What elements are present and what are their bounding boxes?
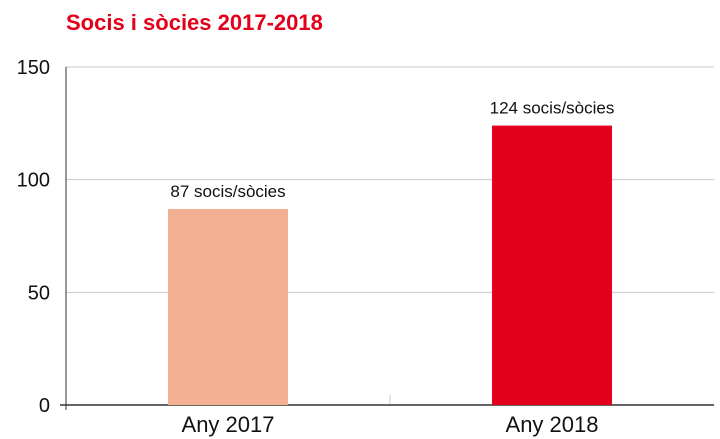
x-category-label: Any 2018 (506, 412, 599, 437)
chart-title: Socis i sòcies 2017-2018 (66, 10, 323, 35)
data-labels: 87 socis/sòcies 124 socis/sòcies (170, 99, 614, 201)
y-tick-label: 50 (28, 282, 50, 304)
y-tick-label: 100 (17, 170, 50, 192)
bar-data-label: 124 socis/sòcies (490, 99, 615, 118)
bars (168, 125, 612, 405)
y-tick-label: 0 (39, 395, 50, 417)
grid-lines (66, 66, 714, 405)
bar (168, 208, 288, 405)
category-labels: Any 2017 Any 2018 (182, 412, 599, 437)
y-tick-label: 150 (17, 57, 50, 79)
x-category-label: Any 2017 (182, 412, 275, 437)
bar (492, 125, 612, 405)
y-axis-ticks: 0 50 100 150 (17, 57, 50, 417)
bar-data-label: 87 socis/sòcies (170, 182, 285, 201)
